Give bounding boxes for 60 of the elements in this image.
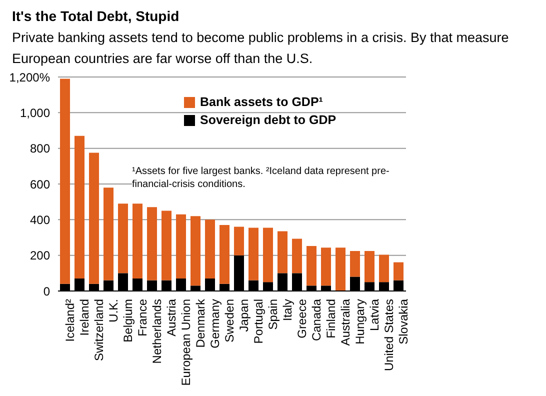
x-tick-label: France	[135, 298, 150, 336]
bar	[176, 214, 186, 279]
bar	[350, 251, 360, 277]
x-tick-label: Hungary	[352, 299, 367, 344]
x-tick-label: Portugal	[251, 299, 266, 344]
bar	[263, 228, 273, 282]
x-tick-label: Ireland	[77, 299, 92, 336]
y-tick-label: 800	[30, 142, 50, 156]
x-tick-label: Switzerland	[92, 299, 106, 362]
x-tick-label: Canada	[309, 298, 324, 342]
y-tick-label: 200	[30, 248, 50, 263]
bar	[190, 216, 200, 286]
bar	[132, 204, 142, 279]
y-tick-label: 1,000	[20, 106, 50, 120]
x-tick-label: Australia	[338, 298, 352, 346]
x-tick-label: Greece	[294, 298, 309, 338]
bar	[364, 251, 374, 282]
bar	[104, 188, 114, 280]
x-tick-label: United States	[382, 299, 396, 372]
bar	[162, 210, 172, 280]
y-tick-label: 1,200%	[9, 70, 50, 84]
x-tick-label: Italy	[280, 299, 294, 322]
chart-subtitle: Private banking assets tend to become public problems in a crisis. By that measure European countries are far worse off than the U.S.	[12, 29, 510, 68]
x-tick-label: Japan	[236, 299, 251, 332]
bar	[147, 207, 157, 280]
x-tick-label: Germany	[208, 299, 222, 348]
bar	[205, 220, 215, 279]
chart-title: It's the Total Debt, Stupid	[12, 8, 180, 24]
x-tick-label: Belgium	[120, 299, 135, 342]
bar	[89, 152, 99, 284]
x-tick-label: Iceland²	[62, 299, 77, 342]
bar	[306, 246, 316, 286]
x-tick-label: Netherlands	[150, 299, 164, 364]
y-tick-label: 0	[43, 284, 50, 298]
bar	[60, 78, 70, 284]
x-tick-label: Latvia	[367, 298, 382, 332]
bar	[336, 248, 346, 291]
bar	[234, 226, 244, 256]
x-tick-label: Austria	[164, 298, 178, 336]
bar	[248, 228, 258, 280]
y-tick-label: 400	[30, 212, 50, 227]
legend-label: Bank assets to GDP¹	[200, 95, 323, 109]
x-tick-label: Spain	[266, 299, 280, 330]
x-tick-label: Sweden	[222, 299, 236, 342]
bar	[74, 136, 84, 279]
x-tick-label: U.K.	[106, 299, 120, 322]
legend-label: Sovereign debt to GDP	[200, 113, 336, 127]
bar	[394, 262, 404, 280]
bar	[278, 231, 288, 274]
x-tick-label: Slovakia	[396, 298, 410, 344]
bar	[379, 254, 389, 282]
x-tick-label: European Union	[178, 299, 193, 386]
bar	[292, 238, 302, 274]
y-tick-label: 600	[30, 177, 50, 192]
x-tick-label: Denmark	[193, 298, 208, 348]
x-tick-label: Finland	[324, 299, 338, 338]
bar	[118, 204, 128, 274]
bar	[321, 248, 331, 286]
annotation: ¹Assets for five largest banks. ²Iceland data represent pre-financial-crisis conditions.	[132, 165, 412, 191]
bar	[220, 225, 230, 284]
